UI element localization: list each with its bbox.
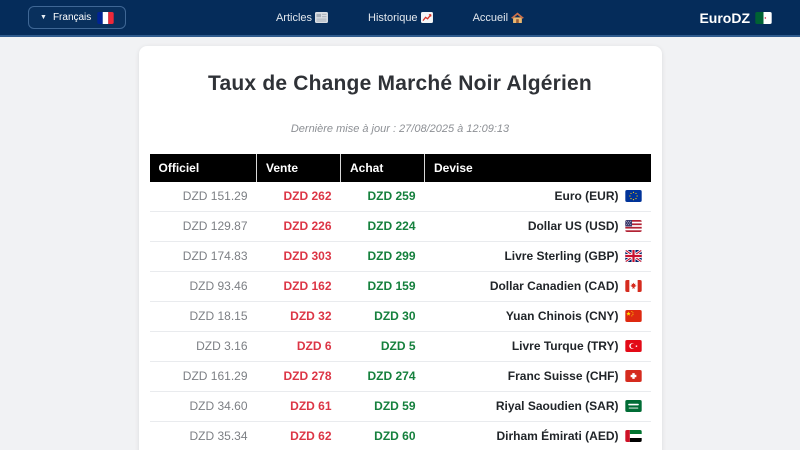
- table-row: DZD 174.83 DZD 303 DZD 299 Livre Sterlin…: [149, 241, 651, 272]
- us-flag-icon: [624, 220, 642, 232]
- official-rate: DZD 18.15: [149, 301, 257, 332]
- column-header-devise: Devise: [424, 154, 651, 182]
- currency-label: Dollar US (USD): [527, 219, 619, 233]
- newspaper-icon: [315, 12, 329, 23]
- language-selector[interactable]: ▼ Français: [28, 6, 127, 29]
- official-rate: DZD 129.87: [149, 211, 257, 242]
- buy-rate: DZD 274: [340, 361, 425, 392]
- dz-flag-icon: [755, 11, 772, 24]
- gb-flag-icon: [624, 250, 642, 262]
- nav-link-accueil-label: Accueil: [472, 11, 509, 24]
- chevron-down-icon: ▼: [40, 14, 47, 21]
- table-row: DZD 18.15 DZD 32 DZD 30 Yuan Chinois (CN…: [149, 301, 651, 332]
- brand-logo[interactable]: EuroDZ: [699, 10, 772, 26]
- buy-rate: DZD 60: [340, 421, 425, 450]
- last-update-text: Dernière mise à jour : 27/08/2025 à 12:0…: [290, 123, 510, 135]
- sell-rate: DZD 61: [256, 391, 341, 422]
- buy-rate: DZD 30: [340, 301, 425, 332]
- column-header-vente: Vente: [256, 154, 341, 182]
- currency-cell: Franc Suisse (CHF): [424, 361, 651, 392]
- sell-rate: DZD 162: [256, 271, 341, 302]
- official-rate: DZD 161.29: [149, 361, 257, 392]
- official-rate: DZD 174.83: [149, 241, 257, 272]
- table-row: DZD 93.46 DZD 162 DZD 159 Dollar Canadie…: [149, 271, 651, 302]
- chart-increasing-icon: [420, 12, 433, 23]
- buy-rate: DZD 159: [340, 271, 425, 302]
- buy-rate: DZD 59: [340, 391, 425, 422]
- buy-rate: DZD 259: [340, 182, 425, 212]
- ca-flag-icon: [624, 280, 642, 292]
- currency-cell: Euro (EUR): [424, 182, 651, 212]
- table-row: DZD 161.29 DZD 278 DZD 274 Franc Suisse …: [149, 361, 651, 392]
- rates-table: Officiel Vente Achat Devise DZD 151.29 D…: [149, 154, 651, 450]
- sell-rate: DZD 278: [256, 361, 341, 392]
- buy-rate: DZD 5: [340, 331, 425, 362]
- sell-rate: DZD 226: [256, 211, 341, 242]
- table-row: DZD 129.87 DZD 226 DZD 224 Dollar US (US…: [149, 211, 651, 242]
- nav-links: Articles Historique Accueil: [275, 11, 525, 24]
- sell-rate: DZD 262: [256, 182, 341, 212]
- language-selector-label: Français: [52, 12, 92, 23]
- page-title: Taux de Change Marché Noir Algérien: [208, 72, 592, 95]
- official-rate: DZD 151.29: [149, 182, 257, 212]
- sell-rate: DZD 303: [256, 241, 341, 272]
- rates-card: Taux de Change Marché Noir Algérien Dern…: [138, 46, 662, 450]
- official-rate: DZD 3.16: [149, 331, 257, 362]
- ae-flag-icon: [624, 430, 642, 442]
- currency-label: Dollar Canadien (CAD): [489, 279, 619, 293]
- navbar: ▼ Français Articles Historique Accueil E…: [0, 0, 800, 37]
- currency-cell: Dirham Émirati (AED): [424, 421, 651, 450]
- currency-label: Euro (EUR): [554, 189, 619, 203]
- buy-rate: DZD 299: [340, 241, 425, 272]
- nav-link-accueil[interactable]: Accueil: [472, 11, 525, 24]
- ch-flag-icon: [624, 370, 642, 382]
- nav-link-articles[interactable]: Articles: [275, 11, 329, 24]
- table-header-row: Officiel Vente Achat Devise: [149, 154, 651, 182]
- currency-cell: Dollar Canadien (CAD): [424, 271, 651, 302]
- currency-label: Livre Turque (TRY): [511, 339, 619, 353]
- official-rate: DZD 35.34: [149, 421, 257, 450]
- nav-link-articles-label: Articles: [275, 11, 313, 24]
- nav-link-historique[interactable]: Historique: [368, 12, 433, 24]
- sell-rate: DZD 6: [256, 331, 341, 362]
- currency-cell: Dollar US (USD): [424, 211, 651, 242]
- column-header-officiel: Officiel: [149, 154, 257, 182]
- table-row: DZD 34.60 DZD 61 DZD 59 Riyal Saoudien (…: [149, 391, 651, 422]
- table-row: DZD 35.34 DZD 62 DZD 60 Dirham Émirati (…: [149, 421, 651, 450]
- nav-link-historique-label: Historique: [368, 11, 418, 24]
- currency-label: Livre Sterling (GBP): [504, 249, 619, 263]
- table-row: DZD 151.29 DZD 262 DZD 259 Euro (EUR): [149, 182, 651, 212]
- eu-flag-icon: [624, 190, 642, 202]
- currency-label: Dirham Émirati (AED): [496, 429, 619, 443]
- fr-flag-icon: [97, 11, 115, 24]
- cn-flag-icon: [624, 310, 642, 322]
- brand-label: EuroDZ: [699, 9, 750, 26]
- currency-label: Yuan Chinois (CNY): [505, 309, 619, 323]
- sell-rate: DZD 32: [256, 301, 341, 332]
- currency-label: Franc Suisse (CHF): [507, 369, 619, 383]
- currency-cell: Livre Sterling (GBP): [424, 241, 651, 272]
- table-row: DZD 3.16 DZD 6 DZD 5 Livre Turque (TRY): [149, 331, 651, 362]
- house-icon: [511, 12, 525, 24]
- rates-table-body: DZD 151.29 DZD 262 DZD 259 Euro (EUR) DZ…: [149, 182, 651, 450]
- sell-rate: DZD 62: [256, 421, 341, 450]
- currency-cell: Yuan Chinois (CNY): [424, 301, 651, 332]
- column-header-achat: Achat: [340, 154, 425, 182]
- currency-label: Riyal Saoudien (SAR): [495, 399, 619, 413]
- sa-flag-icon: [624, 400, 642, 412]
- official-rate: DZD 93.46: [149, 271, 257, 302]
- currency-cell: Riyal Saoudien (SAR): [424, 391, 651, 422]
- currency-cell: Livre Turque (TRY): [424, 331, 651, 362]
- official-rate: DZD 34.60: [149, 391, 257, 422]
- tr-flag-icon: [624, 340, 642, 352]
- buy-rate: DZD 224: [340, 211, 425, 242]
